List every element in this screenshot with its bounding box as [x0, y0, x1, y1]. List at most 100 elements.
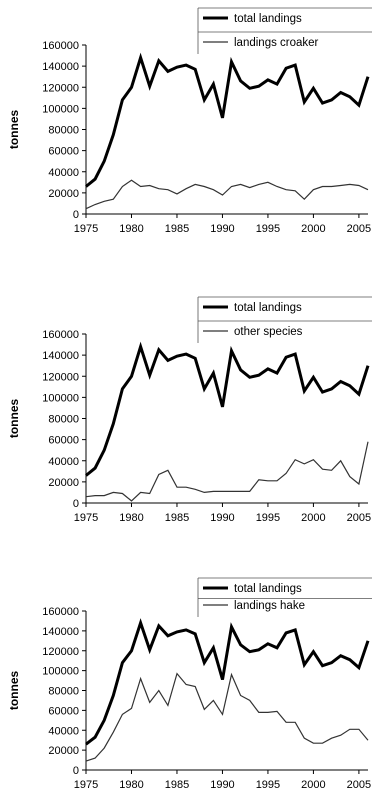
chart-2-point-other-species — [313, 459, 314, 460]
chart-3-point-total-landings — [186, 629, 187, 630]
chart-1-point-total-landings — [195, 69, 196, 70]
chart-1-y-tick-label: 100000 — [42, 103, 79, 115]
chart-2-x-tick-label: 1990 — [210, 512, 234, 524]
chart-2-x-tick-label: 1980 — [119, 512, 143, 524]
chart-2-point-total-landings — [313, 377, 314, 378]
chart-2-point-total-landings — [231, 350, 232, 351]
chart-3-point-landings-hake — [249, 700, 250, 701]
chart-2-point-total-landings — [131, 376, 132, 377]
chart-2-point-other-species — [358, 484, 359, 485]
chart-2-point-total-landings — [149, 375, 150, 376]
chart-2-point-total-landings — [358, 394, 359, 395]
chart-3-y-tick-label: 20000 — [48, 745, 79, 757]
chart-2-point-total-landings — [195, 358, 196, 359]
chart-1-point-landings-croaker — [86, 208, 87, 209]
chart-3-point-landings-hake — [340, 735, 341, 736]
chart-1-point-landings-croaker — [177, 193, 178, 194]
chart-3-point-landings-hake — [240, 695, 241, 696]
chart-2-y-tick-label: 40000 — [48, 456, 79, 468]
chart-3-point-landings-hake — [267, 712, 268, 713]
chart-1-point-landings-croaker — [240, 184, 241, 185]
chart-1-point-landings-croaker — [95, 204, 96, 205]
chart-1-point-total-landings — [286, 68, 287, 69]
chart-2-point-total-landings — [240, 369, 241, 370]
chart-3-point-landings-hake — [131, 708, 132, 709]
chart-2-point-total-landings — [86, 475, 87, 476]
chart-2-point-other-species — [340, 460, 341, 461]
chart-1-point-total-landings — [349, 96, 350, 97]
chart-1-point-landings-croaker — [167, 189, 168, 190]
chart-1-y-tick-label: 160000 — [42, 40, 79, 52]
chart-2-point-total-landings — [167, 360, 168, 361]
chart-2-x-tick-label: 2005 — [347, 512, 371, 524]
chart-2-y-tick-label: 160000 — [42, 329, 79, 341]
chart-3-y-tick-label: 160000 — [42, 606, 79, 618]
chart-1-point-landings-croaker — [149, 185, 150, 186]
chart-3-point-landings-hake — [86, 761, 87, 762]
chart-2-point-other-species — [131, 500, 132, 501]
chart-2-y-tick-label: 140000 — [42, 350, 79, 362]
chart-1-point-total-landings — [131, 87, 132, 88]
chart-2-point-other-species — [186, 487, 187, 488]
chart-2-y-tick-label: 80000 — [48, 414, 79, 426]
chart-2-series-total-landings — [85, 341, 370, 477]
chart-2-legend-label: other species — [234, 326, 303, 338]
chart-2-point-other-species — [213, 491, 214, 492]
chart-2-y-tick-label: 100000 — [42, 392, 79, 404]
chart-1-y-tick-label: 60000 — [48, 146, 79, 158]
chart-2-point-other-species — [149, 493, 150, 494]
chart-3-point-total-landings — [195, 633, 196, 634]
chart-2-point-total-landings — [322, 392, 323, 393]
chart-1-series-landings-croaker — [85, 179, 369, 210]
chart-3-point-total-landings — [113, 695, 114, 696]
chart-1-series-total-landings — [85, 52, 370, 188]
chart-3-point-total-landings — [286, 632, 287, 633]
chart-1-point-total-landings — [113, 134, 114, 135]
chart-2-point-other-species — [158, 474, 159, 475]
chart-1-point-landings-croaker — [131, 180, 132, 181]
chart-3-point-total-landings — [313, 651, 314, 652]
chart-2-x-tick-label: 1995 — [256, 512, 280, 524]
chart-1-x-tick-label: 2005 — [347, 223, 371, 235]
chart-1-point-total-landings — [86, 186, 87, 187]
chart-2-point-other-species — [231, 491, 232, 492]
chart-1-point-total-landings — [240, 80, 241, 81]
chart-1-x-tick-label: 1995 — [256, 223, 280, 235]
chart-3-point-landings-hake — [295, 722, 296, 723]
chart-2-point-other-species — [104, 495, 105, 496]
chart-1-point-landings-croaker — [277, 186, 278, 187]
chart-3-point-total-landings — [267, 643, 268, 644]
chart-3-point-total-landings — [122, 662, 123, 663]
chart-3-point-total-landings — [249, 651, 250, 652]
chart-2-legend-label: total landings — [234, 302, 302, 314]
chart-2-point-other-species — [113, 492, 114, 493]
chart-2-point-total-landings — [158, 349, 159, 350]
chart-3-point-landings-hake — [186, 684, 187, 685]
chart-1-point-landings-croaker — [295, 190, 296, 191]
chart-2-point-other-species — [267, 480, 268, 481]
chart-2-x-tick-label: 1985 — [165, 512, 189, 524]
chart-1-point-landings-croaker — [331, 186, 332, 187]
chart-1-point-landings-croaker — [204, 186, 205, 187]
chart-3-point-landings-hake — [322, 743, 323, 744]
chart-3-point-landings-hake — [140, 678, 141, 679]
chart-1-point-landings-croaker — [368, 189, 369, 190]
chart-2-point-other-species — [122, 493, 123, 494]
chart-2-point-other-species — [240, 491, 241, 492]
chart-1-point-total-landings — [368, 76, 369, 77]
chart-1-point-total-landings — [140, 57, 141, 58]
chart-1-point-landings-croaker — [286, 189, 287, 190]
chart-1-x-tick-label: 2000 — [301, 223, 325, 235]
chart-1-y-axis-label: tonnes — [7, 110, 21, 150]
chart-1-point-landings-croaker — [213, 189, 214, 190]
chart-2-point-total-landings — [286, 357, 287, 358]
chart-1-point-total-landings — [222, 117, 223, 118]
chart-3-point-landings-hake — [313, 743, 314, 744]
chart-1-point-landings-croaker — [313, 189, 314, 190]
chart-2-point-total-landings — [113, 423, 114, 424]
chart-3-legend-label: landings hake — [234, 600, 305, 612]
chart-3-point-landings-hake — [167, 705, 168, 706]
chart-2-point-total-landings — [186, 354, 187, 355]
chart-2-x-tick-label: 2000 — [301, 512, 325, 524]
chart-3-x-tick-label: 2000 — [301, 779, 325, 791]
